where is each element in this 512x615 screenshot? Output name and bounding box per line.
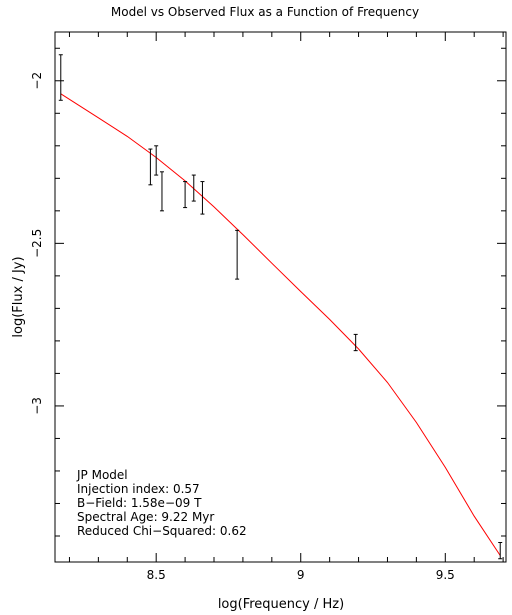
error-bar — [183, 181, 188, 209]
x-axis-ticks: 8.5 9 9.5 — [68, 32, 504, 582]
error-bar — [235, 229, 240, 280]
plot-frame — [54, 31, 507, 563]
annotation-line: Spectral Age: 9.22 Myr — [77, 510, 214, 524]
error-bar — [159, 171, 164, 212]
x-axis-label: log(Frequency / Hz) — [218, 597, 344, 612]
error-bar — [191, 174, 196, 202]
annotation-line: B−Field: 1.58e−09 T — [77, 496, 202, 510]
error-bar — [200, 181, 205, 215]
model-curve-layer — [60, 93, 501, 556]
x-tick-label: 9 — [297, 568, 305, 582]
y-axis-label: log(Flux / Jy) — [11, 256, 26, 337]
x-tick-label: 9.5 — [436, 568, 455, 582]
observed-errorbars-layer — [58, 54, 503, 560]
x-tick-label: 8.5 — [147, 568, 166, 582]
error-bar — [58, 54, 63, 101]
chart-title: Model vs Observed Flux as a Function of … — [111, 5, 419, 19]
y-tick-label: −2 — [30, 72, 44, 90]
y-tick-label: −2.5 — [30, 229, 44, 258]
model-curve — [60, 93, 501, 556]
error-bar — [154, 145, 159, 176]
annotation-line: Reduced Chi−Squared: 0.62 — [77, 524, 247, 538]
error-bar — [498, 541, 503, 560]
annotation-line: Injection index: 0.57 — [77, 482, 200, 496]
y-axis-ticks: −2 −2.5 −3 — [30, 47, 506, 537]
annotation-line: JP Model — [76, 468, 128, 482]
y-tick-label: −3 — [30, 397, 44, 415]
error-bar — [148, 148, 153, 186]
error-bar — [353, 333, 358, 352]
